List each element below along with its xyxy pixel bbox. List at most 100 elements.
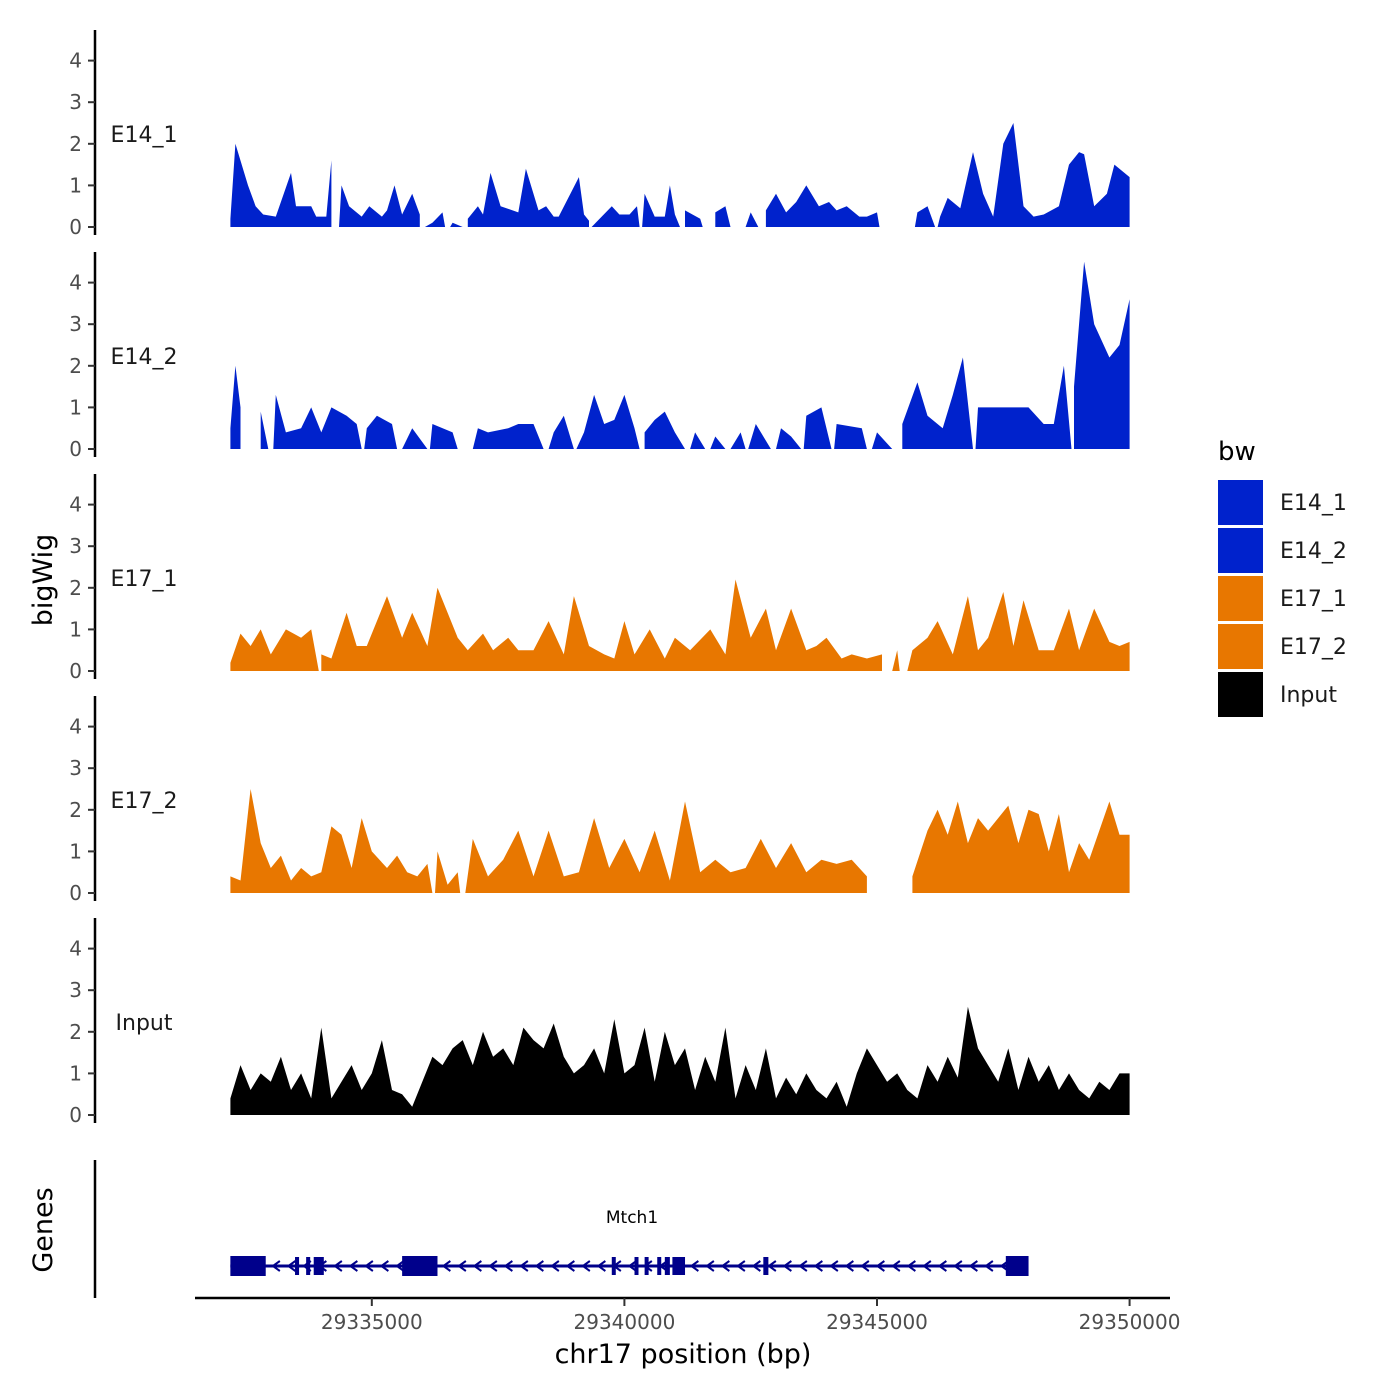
exon xyxy=(295,1257,300,1275)
y-tick-label: 3 xyxy=(69,756,82,780)
track-label: E14_2 xyxy=(111,345,178,370)
track-e17-2: 0 1 2 3 4 E17_2 xyxy=(69,696,1130,905)
strand-arrow xyxy=(519,1260,529,1272)
strand-arrow xyxy=(705,1260,715,1272)
y-tick-label: 1 xyxy=(69,173,82,197)
strand-arrow xyxy=(379,1260,389,1272)
track-e17-1: 0 1 2 3 4 E17_1 xyxy=(69,474,1130,683)
coverage-area-e17-2 xyxy=(230,789,1130,893)
exon xyxy=(402,1256,438,1276)
bigwig-tracks: 0 1 2 3 4 E14_1 0 1 2 3 4 E14_2 0 1 2 3 4 E17_1 0 1 2 3 4 E17_2… xyxy=(69,30,1130,1127)
strand-arrow xyxy=(271,1260,281,1272)
legend-title: bw xyxy=(1218,437,1256,467)
track-input: 0 1 2 3 4 Input xyxy=(69,918,1130,1127)
y-tick-label: 0 xyxy=(69,881,82,905)
y-tick-label: 4 xyxy=(69,271,82,295)
coverage-area-e14-1 xyxy=(230,123,1130,227)
y-tick-label: 1 xyxy=(69,839,82,863)
strand-arrow xyxy=(472,1260,482,1272)
track-e14-1: 0 1 2 3 4 E14_1 xyxy=(69,30,1130,239)
y-tick-label: 4 xyxy=(69,49,82,73)
y-tick-label: 3 xyxy=(69,312,82,336)
strand-arrow xyxy=(689,1260,699,1272)
strand-arrow xyxy=(441,1260,451,1272)
strand-arrow xyxy=(767,1260,777,1272)
genes-axis-title: Genes xyxy=(28,1187,59,1272)
y-axis-title: bigWig xyxy=(28,534,59,627)
strand-arrow xyxy=(937,1260,947,1272)
y-tick-label: 3 xyxy=(69,90,82,114)
strand-arrow xyxy=(891,1260,901,1272)
y-tick-label: 2 xyxy=(69,1020,82,1044)
legend-swatch xyxy=(1218,528,1263,573)
strand-arrow xyxy=(395,1260,405,1272)
exon xyxy=(1005,1256,1029,1276)
y-tick-label: 0 xyxy=(69,215,82,239)
exon xyxy=(672,1257,686,1275)
strand-arrow xyxy=(286,1260,296,1272)
strand-arrow xyxy=(348,1260,358,1272)
x-axis: 29335000 29340000 29345000 29350000 xyxy=(195,1296,1181,1334)
strand-arrow xyxy=(581,1260,591,1272)
legend-swatch xyxy=(1218,672,1263,717)
strand-arrow xyxy=(984,1260,994,1272)
y-tick-label: 2 xyxy=(69,576,82,600)
exon xyxy=(306,1257,311,1275)
strand-arrow xyxy=(922,1260,932,1272)
coverage-area-e14-2 xyxy=(230,261,1130,449)
y-tick-label: 0 xyxy=(69,659,82,683)
x-axis-title: chr17 position (bp) xyxy=(555,1339,812,1370)
strand-arrow xyxy=(550,1260,560,1272)
strand-arrow xyxy=(875,1260,885,1272)
legend-label: E17_1 xyxy=(1280,587,1347,612)
exon xyxy=(611,1257,616,1275)
exon xyxy=(644,1257,649,1275)
y-tick-label: 4 xyxy=(69,937,82,961)
legend-label: E14_2 xyxy=(1280,539,1347,564)
strand-arrow xyxy=(844,1260,854,1272)
x-tick-label: 29335000 xyxy=(321,1310,423,1334)
legend-swatch xyxy=(1218,624,1263,669)
strand-arrow xyxy=(906,1260,916,1272)
y-tick-label: 0 xyxy=(69,1103,82,1127)
strand-arrow xyxy=(953,1260,963,1272)
strand-arrow xyxy=(596,1260,606,1272)
exon xyxy=(230,1256,266,1276)
strand-arrow xyxy=(829,1260,839,1272)
strand-arrow xyxy=(720,1260,730,1272)
legend-label: E17_2 xyxy=(1280,635,1347,660)
strand-arrow xyxy=(813,1260,823,1272)
y-tick-label: 0 xyxy=(69,437,82,461)
legend-label: Input xyxy=(1280,683,1337,708)
track-label: Input xyxy=(116,1011,173,1036)
y-tick-label: 4 xyxy=(69,715,82,739)
coverage-area-input xyxy=(230,1006,1130,1115)
legend: bw E14_1 E14_2 E17_1 E17_2 Input xyxy=(1218,437,1347,717)
strand-arrow xyxy=(503,1260,513,1272)
track-label: E17_2 xyxy=(111,789,178,814)
strand-arrow xyxy=(627,1260,637,1272)
y-tick-label: 2 xyxy=(69,798,82,822)
exon xyxy=(763,1257,769,1275)
exon xyxy=(634,1257,639,1275)
strand-arrow xyxy=(565,1260,575,1272)
y-tick-label: 3 xyxy=(69,534,82,558)
x-tick-label: 29350000 xyxy=(1079,1310,1181,1334)
strand-arrow xyxy=(333,1260,343,1272)
y-tick-label: 3 xyxy=(69,978,82,1002)
gene-track: Mtch1 xyxy=(93,1160,1029,1298)
strand-arrow xyxy=(457,1260,467,1272)
exon xyxy=(313,1257,324,1275)
strand-arrow xyxy=(488,1260,498,1272)
y-tick-label: 1 xyxy=(69,617,82,641)
y-tick-label: 2 xyxy=(69,354,82,378)
legend-swatch xyxy=(1218,576,1263,621)
strand-arrow xyxy=(968,1260,978,1272)
exon xyxy=(664,1257,670,1275)
strand-arrow xyxy=(798,1260,808,1272)
y-tick-label: 1 xyxy=(69,1061,82,1085)
strand-arrow xyxy=(860,1260,870,1272)
strand-arrow xyxy=(751,1260,761,1272)
strand-arrow xyxy=(364,1260,374,1272)
coverage-area-e17-1 xyxy=(230,579,1130,671)
